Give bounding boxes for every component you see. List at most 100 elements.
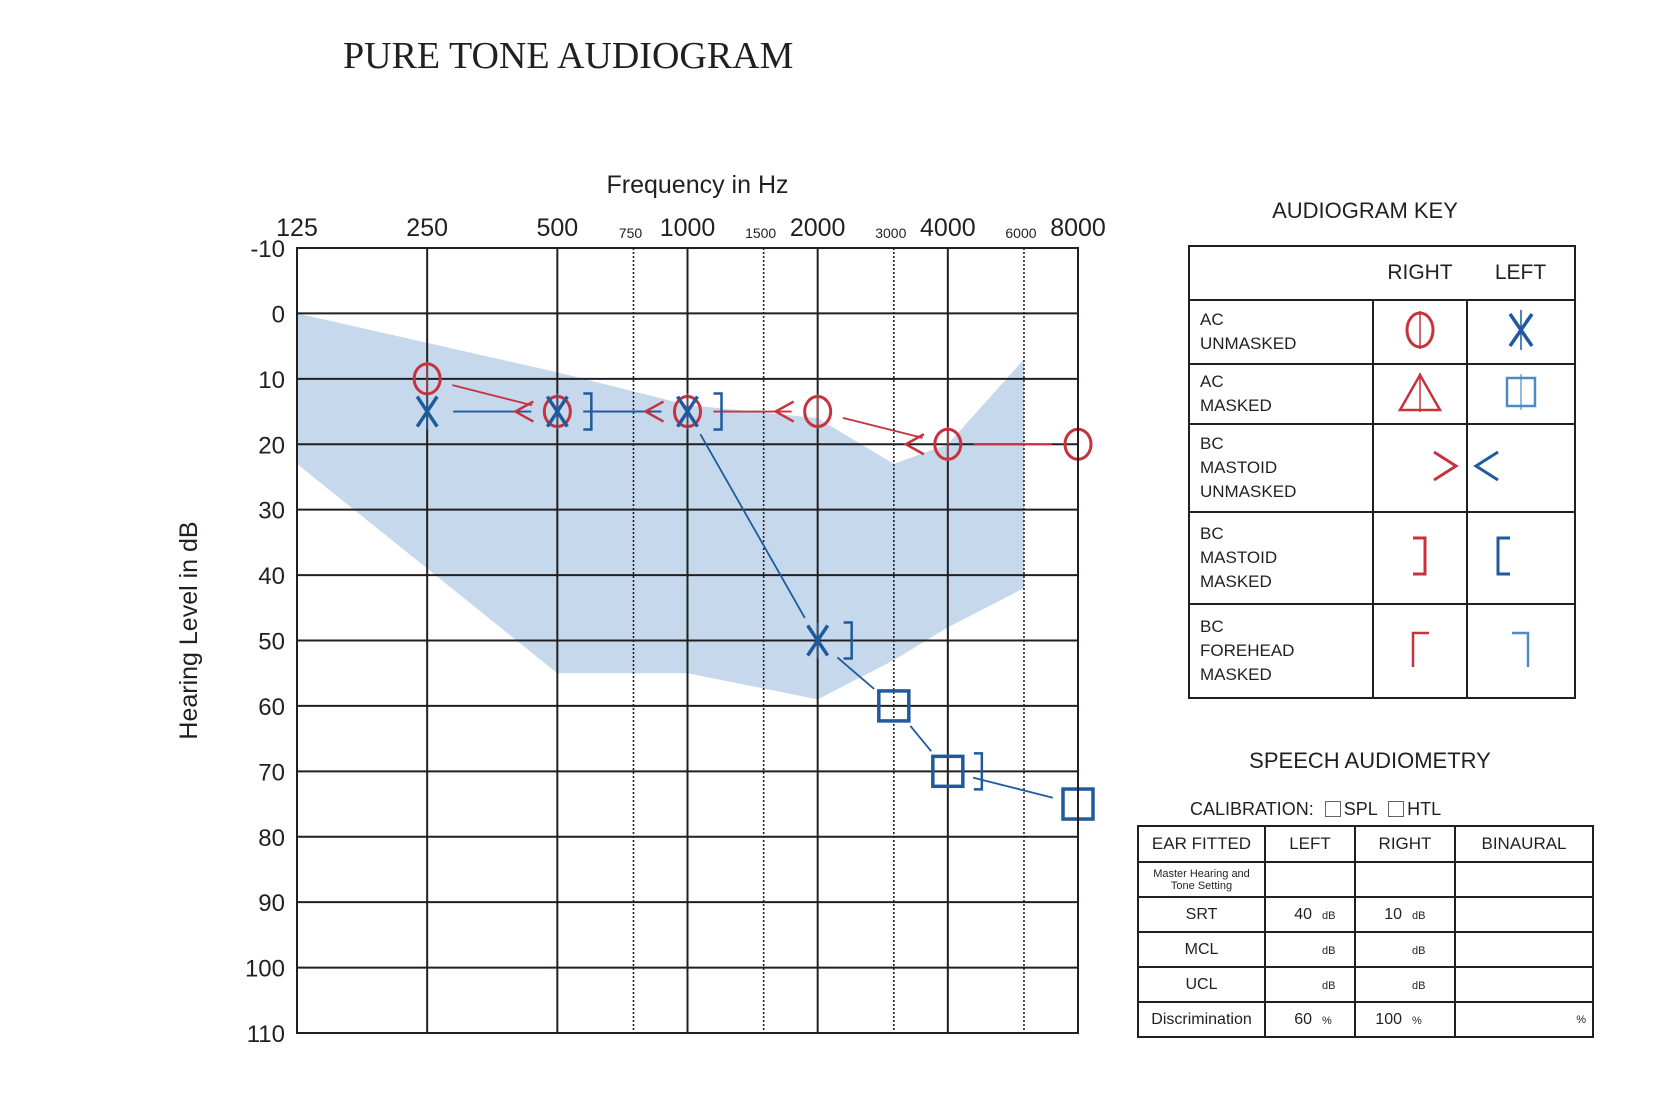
speech-header-row: EAR FITTED LEFT RIGHT BINAURAL <box>1137 825 1594 863</box>
right-value-cell[interactable]: dB <box>1354 931 1456 968</box>
right-value: 100 <box>1375 1010 1402 1028</box>
header-binaural: BINAURAL <box>1454 825 1594 863</box>
x-tick-label: 8000 <box>1050 214 1106 242</box>
key-row-bc-mastoid-masked: BC MASTOID MASKED <box>1188 511 1576 605</box>
y-axis-title: Hearing Level in dB <box>175 521 203 739</box>
key-label: BC FOREHEAD MASKED <box>1188 603 1374 699</box>
series-line <box>842 417 923 439</box>
row-label: MCL <box>1137 931 1266 968</box>
y-tick-label: 10 <box>258 367 285 394</box>
left-angle-bracket-icon <box>1473 450 1499 481</box>
key-row-bc-forehead-masked: BC FOREHEAD MASKED <box>1188 603 1576 699</box>
left-value-cell[interactable] <box>1264 861 1356 898</box>
x-tick-label: 250 <box>406 214 448 242</box>
key-header-row: RIGHT LEFT <box>1188 245 1576 301</box>
key-symbol-right <box>1372 511 1468 605</box>
bc-unmasked-marker <box>773 400 795 423</box>
binaural-value-cell[interactable]: % <box>1454 1001 1594 1038</box>
header-left: LEFT <box>1264 825 1356 863</box>
right-value-cell[interactable] <box>1354 861 1456 898</box>
page-title: PURE TONE AUDIOGRAM <box>343 35 794 77</box>
key-symbol-left <box>1466 363 1576 425</box>
row-label: Master Hearing and Tone Setting <box>1137 861 1266 898</box>
key-symbol-right <box>1372 299 1468 365</box>
left-value-cell[interactable]: 40 dB <box>1264 896 1356 933</box>
audiogram-key-title: AUDIOGRAM KEY <box>1272 198 1458 223</box>
square-icon <box>1505 373 1537 410</box>
binaural-value-cell[interactable] <box>1454 861 1594 898</box>
key-label-line: BC <box>1200 524 1224 543</box>
y-tick-label: 40 <box>258 563 285 590</box>
y-tick-label: 70 <box>258 759 285 786</box>
bc-unmasked-marker <box>903 433 925 456</box>
speech-audiometry-table: EAR FITTED LEFT RIGHT BINAURAL Master He… <box>1137 825 1594 1038</box>
left-unit: % <box>1322 1014 1332 1027</box>
key-symbol-right <box>1372 423 1468 513</box>
series-line <box>972 776 1054 799</box>
speech-row-master: Master Hearing and Tone Setting <box>1137 861 1594 898</box>
right-value-cell[interactable]: 10 dB <box>1354 896 1456 933</box>
right-value-cell[interactable]: dB <box>1354 966 1456 1003</box>
circle-icon <box>1405 310 1435 349</box>
key-row-ac-unmasked: AC UNMASKED <box>1188 299 1576 365</box>
htl-checkbox[interactable] <box>1388 801 1405 817</box>
key-label-line: UNMASKED <box>1200 482 1297 501</box>
key-label: AC UNMASKED <box>1188 299 1374 365</box>
series-line <box>452 384 533 407</box>
x-tick-label: 125 <box>276 214 318 242</box>
header-right: RIGHT <box>1354 825 1456 863</box>
x-minor-tick-label: 6000 <box>1005 225 1036 241</box>
key-label: BC MASTOID UNMASKED <box>1188 423 1374 513</box>
binaural-value-cell[interactable] <box>1454 966 1594 1003</box>
left-value: 40 <box>1294 905 1312 923</box>
series-line <box>909 725 932 752</box>
bc-masked-marker <box>713 392 723 431</box>
bc-unmasked-marker <box>512 400 534 423</box>
audiogram-key-table: RIGHT LEFT AC UNMASKED AC MASKED BC MASTOID… <box>1188 245 1576 699</box>
key-label-line: AC <box>1200 372 1224 391</box>
binaural-value-cell[interactable] <box>1454 931 1594 968</box>
x-tick-label: 1000 <box>660 214 716 242</box>
plot-border <box>296 247 1079 1034</box>
right-unit: dB <box>1412 909 1426 922</box>
x-tick-label: 500 <box>536 214 578 242</box>
key-label-line: BC <box>1200 434 1224 453</box>
key-header-right: RIGHT <box>1373 245 1467 301</box>
spl-checkbox[interactable] <box>1324 801 1341 817</box>
key-label-line: MASTOID <box>1200 458 1278 477</box>
key-label-line: MASKED <box>1200 396 1272 415</box>
spl-label: SPL <box>1343 799 1378 819</box>
key-symbol-left <box>1466 603 1576 699</box>
bc-masked-marker <box>843 621 853 660</box>
left-value: 60 <box>1294 1010 1312 1028</box>
right-value: 10 <box>1384 905 1402 923</box>
key-symbol-left <box>1466 423 1576 513</box>
key-label-line: MASKED <box>1200 572 1272 591</box>
speech-audiometry-title: SPEECH AUDIOMETRY <box>1249 748 1491 773</box>
y-tick-label: 30 <box>258 498 285 525</box>
right-value-cell[interactable]: 100% <box>1354 1001 1456 1038</box>
left-value-cell[interactable]: dB <box>1264 966 1356 1003</box>
right-unit: % <box>1412 1014 1422 1027</box>
left-ac-masked-marker <box>877 689 911 723</box>
x-icon <box>1508 309 1534 350</box>
x-minor-tick-label: 3000 <box>875 225 906 241</box>
key-label-line: BC <box>1200 617 1224 636</box>
left-unit: dB <box>1322 909 1336 922</box>
key-label-line: UNMASKED <box>1200 334 1297 353</box>
binaural-value-cell[interactable] <box>1454 896 1594 933</box>
key-symbol-right <box>1372 603 1468 699</box>
right-square-bracket-icon <box>1413 536 1427 575</box>
key-label-line: MASKED <box>1200 665 1272 684</box>
speech-row-mcl: MCL dB dB <box>1137 931 1594 968</box>
header-ear-fitted: EAR FITTED <box>1137 825 1266 863</box>
speech-row-srt: SRT 40 dB 10 dB <box>1137 896 1594 933</box>
y-tick-label: 90 <box>258 890 285 917</box>
left-value-cell[interactable]: 60% <box>1264 1001 1356 1038</box>
key-label-line: FOREHEAD <box>1200 641 1295 660</box>
left-value-cell[interactable]: dB <box>1264 931 1356 968</box>
key-label-line: AC <box>1200 310 1224 329</box>
y-tick-label: 50 <box>258 629 285 656</box>
key-label-line: MASTOID <box>1200 548 1278 567</box>
x-minor-tick-label: 750 <box>619 225 643 241</box>
